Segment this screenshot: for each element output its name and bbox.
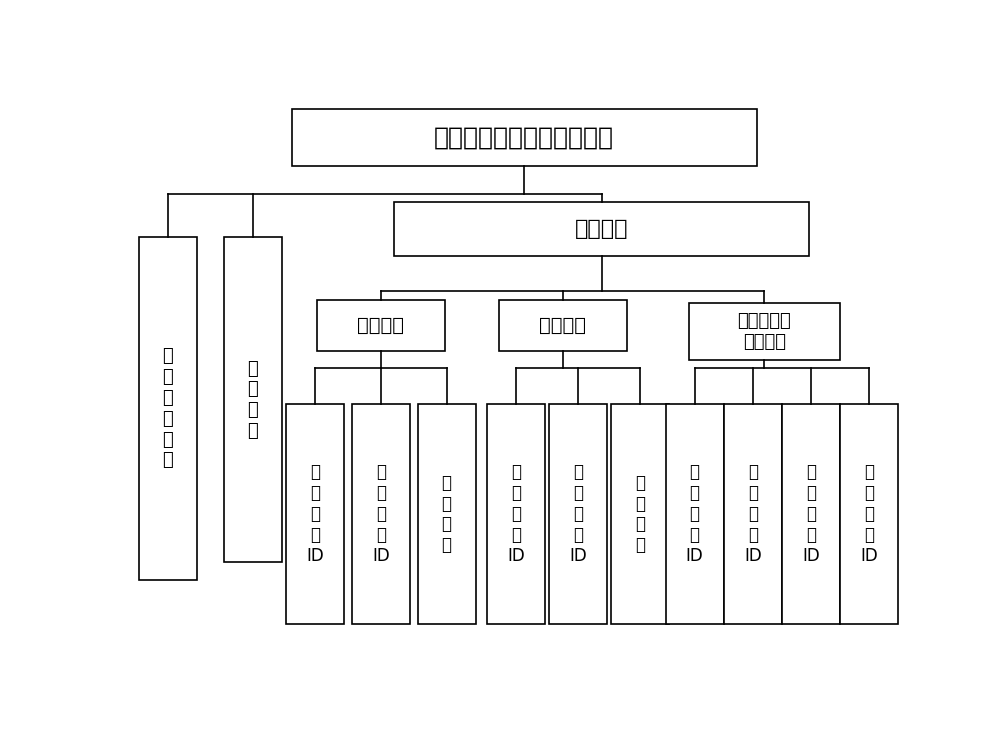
FancyBboxPatch shape [317,300,445,351]
Text: 调
度
区
间
简
码: 调 度 区 间 简 码 [162,348,173,470]
FancyBboxPatch shape [782,404,840,624]
Text: 交
出
区
间
ID: 交 出 区 间 ID [744,463,762,565]
Text: 交
出
线
别
ID: 交 出 线 别 ID [860,463,878,565]
FancyBboxPatch shape [394,202,809,256]
FancyBboxPatch shape [286,404,344,624]
Text: 接
入
线
别
ID: 接 入 线 别 ID [372,463,390,565]
Text: 交
出
区
间
ID: 交 出 区 间 ID [508,463,525,565]
Text: 股
道
名
称: 股 道 名 称 [442,473,452,554]
Text: 接车进路: 接车进路 [357,316,404,335]
FancyBboxPatch shape [352,404,410,624]
Text: 线路所列车
通过进路: 线路所列车 通过进路 [738,312,791,350]
Text: 车
站
站
码: 车 站 站 码 [248,359,258,440]
Text: 车站端口与股道的匹配关系: 车站端口与股道的匹配关系 [434,125,614,150]
Text: 接
入
线
别
ID: 接 入 线 别 ID [802,463,820,565]
FancyBboxPatch shape [611,404,669,624]
FancyBboxPatch shape [724,404,782,624]
FancyBboxPatch shape [487,404,545,624]
FancyBboxPatch shape [840,404,898,624]
FancyBboxPatch shape [224,237,282,562]
FancyBboxPatch shape [418,404,476,624]
Text: 进路类型: 进路类型 [575,219,628,239]
Text: 交
出
线
别
ID: 交 出 线 别 ID [570,463,587,565]
FancyBboxPatch shape [499,300,627,351]
Text: 发车进路: 发车进路 [539,316,586,335]
Text: 股
道
名
称: 股 道 名 称 [635,473,645,554]
FancyBboxPatch shape [666,404,724,624]
FancyBboxPatch shape [689,303,840,360]
FancyBboxPatch shape [139,237,197,579]
Text: 接
入
区
间
ID: 接 入 区 间 ID [686,463,704,565]
Text: 接
入
区
间
ID: 接 入 区 间 ID [306,463,324,565]
FancyBboxPatch shape [549,404,607,624]
FancyBboxPatch shape [292,109,757,166]
